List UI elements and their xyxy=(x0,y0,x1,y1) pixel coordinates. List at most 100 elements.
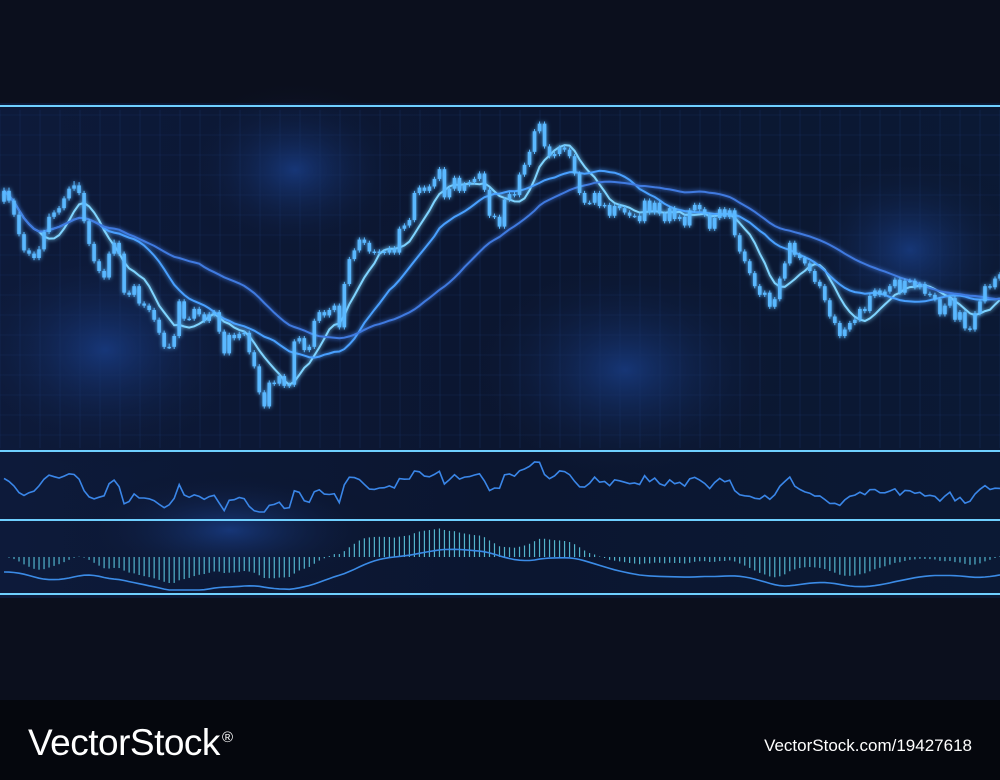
candle-body xyxy=(207,314,212,321)
candle-body xyxy=(607,204,612,216)
candle-body xyxy=(92,243,96,262)
glow-lower xyxy=(70,470,390,590)
candle-body xyxy=(627,212,632,216)
candle-body xyxy=(797,254,802,258)
candle-body xyxy=(657,202,662,214)
candle-body xyxy=(938,299,942,315)
candle-body xyxy=(592,193,597,203)
candle-body xyxy=(222,331,227,354)
candle-body xyxy=(557,147,562,154)
candle-body xyxy=(647,200,652,213)
candle-body xyxy=(612,206,617,216)
candle-body xyxy=(412,193,417,221)
candle-body xyxy=(397,228,402,253)
candle-body xyxy=(993,278,997,288)
candle-body xyxy=(407,220,412,226)
moving-average-slow xyxy=(3,180,1000,340)
candle-body xyxy=(597,193,602,206)
candle-body xyxy=(873,290,877,296)
candle-body xyxy=(782,263,787,279)
candle-body xyxy=(82,193,86,222)
candle-body xyxy=(167,346,171,349)
candle-body xyxy=(537,123,542,132)
candle-body xyxy=(953,298,957,320)
candle-body xyxy=(853,319,857,323)
candle-body xyxy=(12,200,16,215)
candle-body xyxy=(682,216,687,226)
candle-body xyxy=(702,209,707,215)
candle-body xyxy=(352,250,357,260)
candle-body xyxy=(777,278,782,300)
candle-body xyxy=(848,323,852,330)
candle-body xyxy=(883,291,887,295)
candle-body xyxy=(918,284,922,288)
candle-body xyxy=(833,316,837,323)
candle-body xyxy=(137,286,141,304)
candle-body xyxy=(767,292,772,307)
candle-body xyxy=(282,376,287,386)
candle-body xyxy=(147,305,151,310)
candle-body xyxy=(277,376,282,384)
candle-body xyxy=(808,263,812,271)
registered-mark: ® xyxy=(221,728,233,746)
candle-body xyxy=(262,392,267,407)
candle-body xyxy=(387,248,392,253)
moving-averages xyxy=(3,144,1000,387)
brand-logo: VectorStock ® xyxy=(28,722,233,764)
candle-body xyxy=(272,382,277,385)
candle-body xyxy=(437,169,442,179)
candle-body xyxy=(933,294,937,300)
candle-body xyxy=(257,366,262,393)
candle-body xyxy=(152,310,156,320)
candle-body xyxy=(843,329,847,336)
candle-body xyxy=(712,217,717,229)
candle-body xyxy=(903,280,907,293)
candle-body xyxy=(637,215,642,222)
candle-body xyxy=(132,286,136,295)
candle-body xyxy=(948,298,952,306)
candle-body xyxy=(652,202,657,213)
candle-body xyxy=(828,300,832,317)
candle-body xyxy=(732,210,737,236)
stock-id: VectorStock.com/19427618 xyxy=(764,736,972,755)
candle-body xyxy=(122,253,126,293)
candle-body xyxy=(497,216,502,227)
candle-body xyxy=(342,284,347,328)
candle-body xyxy=(32,253,36,258)
candle-body xyxy=(67,188,71,199)
candle-body xyxy=(362,239,367,243)
candle-body xyxy=(772,299,777,307)
candle-body xyxy=(217,312,222,332)
candle-body xyxy=(928,293,932,296)
candle-body xyxy=(512,194,517,196)
candle-body xyxy=(117,242,121,254)
candle-body xyxy=(212,312,217,315)
candle-body xyxy=(332,305,337,310)
candle-body xyxy=(237,333,242,339)
candle-body xyxy=(642,200,647,222)
oscillator-line xyxy=(3,461,1000,513)
candle-body xyxy=(347,259,352,284)
candle-body xyxy=(112,242,116,254)
candle-body xyxy=(943,305,947,315)
candle-body xyxy=(737,235,742,252)
candle-body xyxy=(527,151,532,165)
candle-body xyxy=(157,319,161,333)
candle-body xyxy=(307,346,312,351)
candle-body xyxy=(312,320,317,347)
candle-body xyxy=(677,216,682,219)
candle-body xyxy=(542,123,547,147)
candle-body xyxy=(532,131,537,152)
candle-body xyxy=(467,182,472,185)
candle-body xyxy=(477,173,482,179)
candle-body xyxy=(482,173,487,190)
candle-body xyxy=(252,352,257,367)
candle-body xyxy=(492,215,497,218)
watermark-bar xyxy=(0,700,1000,780)
candle-body xyxy=(292,341,297,385)
candle-body xyxy=(818,281,822,287)
candle-body xyxy=(747,261,752,274)
candle-body xyxy=(567,149,572,157)
candle-body xyxy=(37,249,41,258)
candle-body xyxy=(898,279,902,293)
